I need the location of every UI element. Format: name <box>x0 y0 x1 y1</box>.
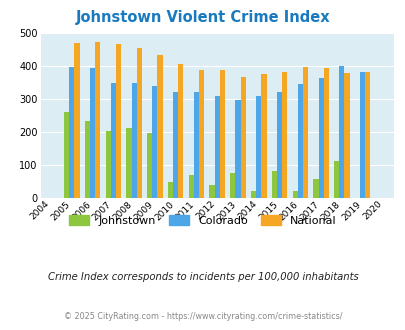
Bar <box>74 43 79 198</box>
Bar <box>69 67 74 198</box>
Bar <box>219 70 224 198</box>
Bar <box>235 100 240 198</box>
Bar <box>167 182 173 198</box>
Bar <box>214 96 219 198</box>
Bar <box>116 44 121 198</box>
Text: Johnstown Violent Crime Index: Johnstown Violent Crime Index <box>75 10 330 25</box>
Bar <box>313 179 318 198</box>
Bar <box>359 72 364 198</box>
Bar <box>209 185 214 198</box>
Bar <box>111 83 116 198</box>
Bar <box>261 74 266 198</box>
Bar <box>339 66 343 198</box>
Bar <box>136 48 141 198</box>
Bar <box>157 55 162 198</box>
Bar <box>126 128 131 198</box>
Bar <box>90 68 95 198</box>
Bar <box>152 86 157 198</box>
Bar <box>250 191 256 198</box>
Bar <box>323 68 328 198</box>
Bar <box>85 121 90 198</box>
Bar <box>364 72 369 198</box>
Bar <box>343 73 349 198</box>
Bar <box>95 42 100 198</box>
Bar <box>271 171 276 198</box>
Bar <box>178 64 183 198</box>
Bar <box>230 173 235 198</box>
Bar <box>256 96 261 198</box>
Bar <box>240 77 245 198</box>
Bar <box>188 175 193 198</box>
Bar <box>276 92 281 198</box>
Legend: Johnstown, Colorado, National: Johnstown, Colorado, National <box>65 211 340 230</box>
Bar <box>318 78 323 198</box>
Bar <box>105 131 111 198</box>
Bar <box>193 92 198 198</box>
Bar <box>302 67 307 198</box>
Bar <box>147 133 152 198</box>
Bar <box>292 191 297 198</box>
Text: Crime Index corresponds to incidents per 100,000 inhabitants: Crime Index corresponds to incidents per… <box>47 272 358 282</box>
Bar <box>297 84 302 198</box>
Bar <box>131 83 136 198</box>
Bar <box>173 92 178 198</box>
Bar <box>198 70 204 198</box>
Bar <box>333 161 339 198</box>
Bar <box>281 72 287 198</box>
Text: © 2025 CityRating.com - https://www.cityrating.com/crime-statistics/: © 2025 CityRating.com - https://www.city… <box>64 312 341 321</box>
Bar <box>64 112 69 198</box>
